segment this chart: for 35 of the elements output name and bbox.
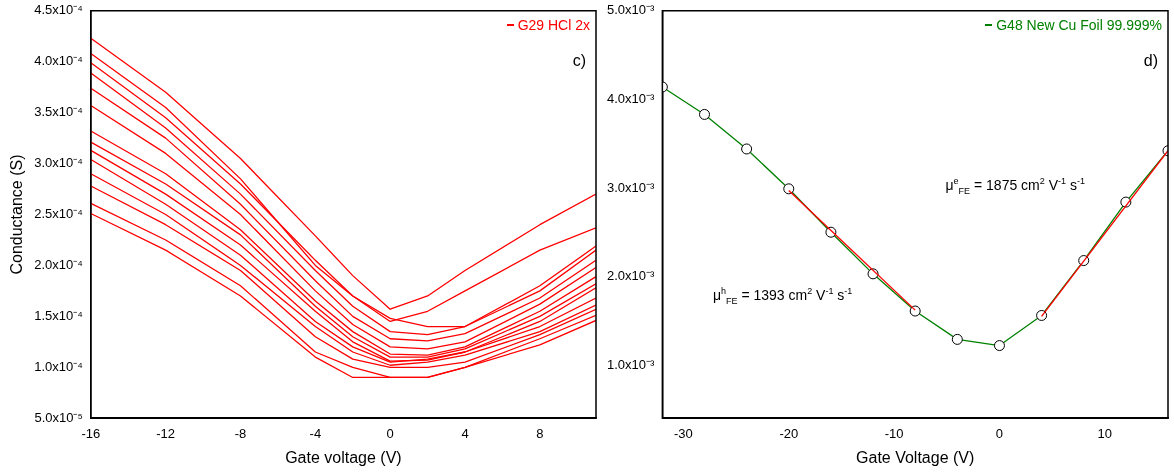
y-tick-label: 4.5x10⁻⁴ [34, 2, 83, 18]
annotation: d) [1143, 51, 1158, 70]
text: μ$^{h}$$_{FE}$ = 1393 cm$^{2}$ V$^{-1}$ s$^{-1}$ [712, 286, 853, 306]
y-tick-label: 5.0x10⁻³ [606, 2, 656, 18]
x-tick-label: -20 [779, 425, 799, 441]
x-tick-label: 0 [386, 425, 394, 441]
x-tick-label: 8 [536, 425, 544, 441]
x-tick-label: -8 [234, 425, 247, 441]
y-tick-label: 1.0x10⁻³ [606, 356, 656, 372]
y-tick-label: 2.0x10⁻³ [606, 268, 656, 284]
annotation: c) [572, 51, 586, 70]
y-tick-label: 1.0x10⁻⁴ [34, 358, 83, 374]
y-axis-title: Conductance (S) [8, 154, 26, 275]
legend-label: G48 New Cu Foil 99.999% [996, 16, 1162, 33]
x-tick-label: -10 [884, 425, 904, 441]
x-axis-title: Gate voltage (V) [285, 448, 402, 466]
y-tick-label: 4.0x10⁻³ [606, 90, 656, 106]
x-tick-label: -12 [156, 425, 176, 441]
x-tick-label: 10 [1097, 425, 1113, 441]
x-tick-label: 4 [461, 425, 469, 441]
x-tick-label: -16 [81, 425, 101, 441]
y-tick-label: 4.0x10⁻⁴ [34, 53, 83, 69]
x-tick-label: -30 [674, 425, 693, 441]
y-tick-label: 3.0x10⁻³ [606, 179, 656, 195]
x-tick-label: -4 [309, 425, 322, 441]
y-tick-label: 3.0x10⁻⁴ [34, 155, 83, 171]
y-tick-label: 1.5x10⁻⁴ [34, 307, 83, 323]
y-tick-label: 3.5x10⁻⁴ [34, 104, 83, 120]
y-tick-label: 5.0x10⁻⁵ [34, 409, 83, 425]
y-tick-label: 2.5x10⁻⁴ [34, 206, 83, 222]
legend-label: G29 HCl 2x [517, 16, 590, 33]
y-tick-label: 2.0x10⁻⁴ [34, 257, 83, 272]
x-axis-title: Gate Voltage (V) [856, 448, 975, 466]
x-tick-label: 0 [995, 425, 1004, 441]
text: μ$^{e}$$_{FE}$ = 1875 cm$^{2}$ V$^{-1}$ s$^{-1}$ [945, 176, 1085, 196]
